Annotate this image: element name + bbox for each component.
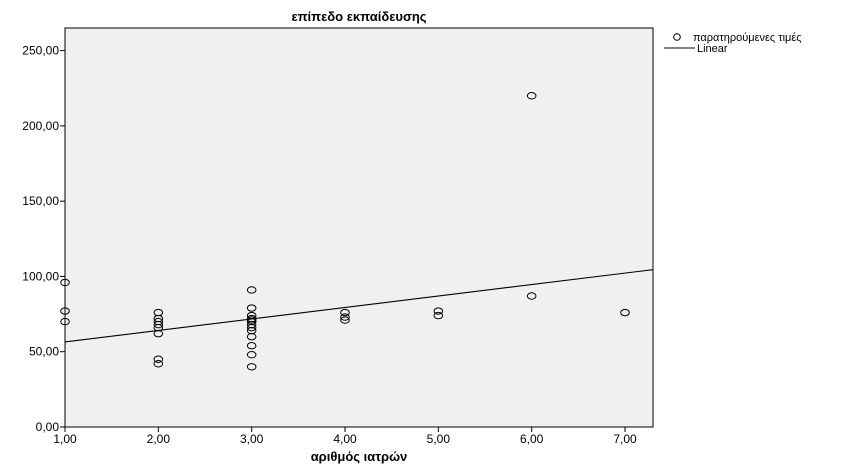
data-point xyxy=(153,329,164,338)
x-axis-label: αριθμός ιατρών xyxy=(311,449,408,464)
x-axis: 1,00 2,00 3,00 4,00 5,00 6,00 7,00 xyxy=(53,427,637,446)
data-point xyxy=(60,307,70,315)
data-point xyxy=(246,341,257,350)
y-tick-label: 250,00 xyxy=(22,44,59,58)
data-point xyxy=(620,308,630,317)
data-point xyxy=(60,317,70,326)
data-point xyxy=(340,308,350,317)
data-point xyxy=(340,316,350,324)
y-axis: 0,00 50,00 100,00 150,00 200,00 250,00 xyxy=(22,44,65,434)
y-tick-label: 100,00 xyxy=(22,269,59,283)
y-tick-label: 0,00 xyxy=(36,420,60,434)
legend: παρατηρούμενες τιμές Linear xyxy=(664,32,802,55)
data-point xyxy=(526,92,537,100)
chart-title: επίπεδο εκπαίδευσης xyxy=(291,9,426,24)
legend-label-linear: Linear xyxy=(697,43,728,55)
data-point xyxy=(246,351,257,359)
x-tick-label: 5,00 xyxy=(427,432,451,446)
legend-circle-icon xyxy=(673,33,681,41)
y-tick-label: 50,00 xyxy=(29,345,59,359)
legend-label-observed: παρατηρούμενες τιμές xyxy=(693,32,802,44)
data-point xyxy=(153,355,164,363)
data-point xyxy=(340,313,350,321)
x-tick-label: 4,00 xyxy=(333,432,357,446)
data-point xyxy=(153,360,164,368)
linear-fit-line xyxy=(64,269,654,343)
data-point xyxy=(246,286,257,294)
y-tick-label: 150,00 xyxy=(22,194,59,208)
x-tick-label: 7,00 xyxy=(613,432,637,446)
data-points xyxy=(60,92,630,371)
data-point xyxy=(246,323,257,332)
x-tick-label: 3,00 xyxy=(240,432,264,446)
data-point xyxy=(433,307,444,315)
x-tick-label: 6,00 xyxy=(520,432,544,446)
data-point xyxy=(433,311,444,320)
data-point xyxy=(246,304,257,312)
data-point xyxy=(153,320,164,329)
x-tick-label: 1,00 xyxy=(53,432,77,446)
x-tick-label: 2,00 xyxy=(147,432,171,446)
y-tick-label: 200,00 xyxy=(22,119,59,133)
plot-area xyxy=(64,27,654,428)
data-point xyxy=(526,292,537,300)
data-point xyxy=(246,332,257,341)
data-point xyxy=(246,363,257,371)
data-point xyxy=(60,278,70,287)
